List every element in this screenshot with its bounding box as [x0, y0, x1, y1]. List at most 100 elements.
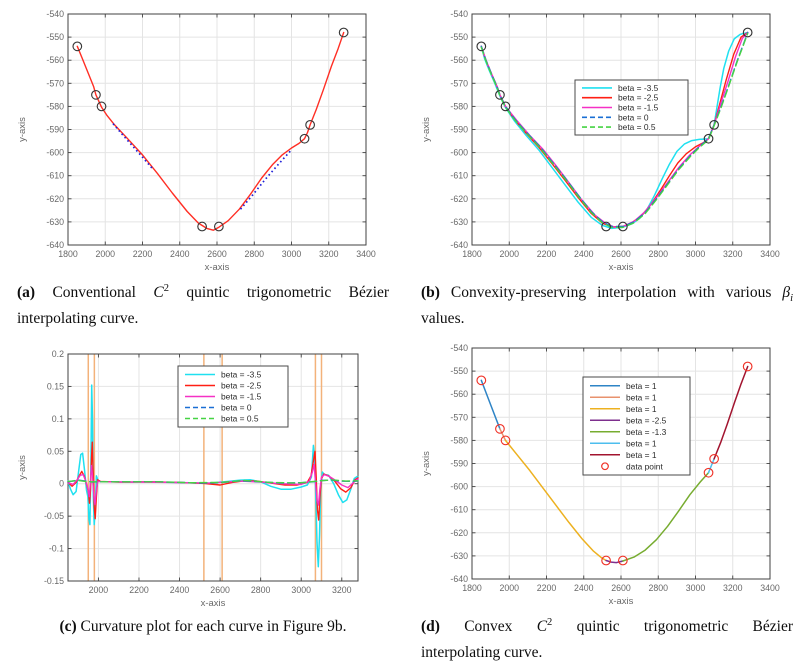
chart-text: -640	[46, 240, 64, 250]
chart-text: 2800	[244, 249, 264, 259]
chart-text: 3200	[723, 249, 743, 259]
axes-box	[67, 13, 367, 246]
chart-text: 3400	[356, 249, 376, 259]
chart-text: -590	[450, 125, 468, 135]
y-axis-label: y-axis	[17, 455, 28, 480]
chart-text: -630	[46, 217, 64, 227]
chart-text: -610	[450, 171, 468, 181]
chart-text: data point	[626, 461, 663, 471]
chart-text: 3000	[686, 249, 706, 259]
y-axis-label: y-axis	[421, 451, 432, 476]
gridlines	[67, 13, 367, 246]
tick-labels: 2000 2200 2400 2600 2800 3000 3200 -0.15 -0.1 -0.…	[44, 349, 352, 595]
caption-line: interpolating curve.	[421, 644, 543, 661]
chart-text: -560	[450, 389, 468, 399]
chart-text: 2400	[170, 585, 190, 595]
series-beta-0p5	[480, 32, 749, 229]
chart-text: beta = 1	[626, 450, 657, 460]
chart-text: -630	[450, 551, 468, 561]
x-axis-label: x-axis	[205, 262, 230, 273]
chart-text: 3200	[723, 583, 743, 593]
chart-text: beta = 0	[221, 403, 252, 413]
chart-text: beta = -2.5	[618, 93, 659, 103]
series-segment-1-beta-1	[480, 379, 501, 430]
chart-text: 2200	[133, 249, 153, 259]
chart-d-convex-curve: 1800 2000 2200 2400 2600 2800 3000 3200 3400 -640…	[421, 343, 780, 607]
chart-text: -600	[450, 482, 468, 492]
chart-text: -620	[450, 194, 468, 204]
chart-text: 3200	[319, 249, 339, 259]
chart-text: beta = -1.3	[626, 427, 667, 437]
data-point-markers	[476, 27, 753, 232]
chart-text: beta = 0.5	[618, 122, 656, 132]
chart-text: -570	[450, 78, 468, 88]
chart-text: y-axis	[421, 451, 432, 476]
chart-b-convexity-preserving: 1800 2000 2200 2400 2600 2800 3000 3200 3400 -640…	[421, 9, 780, 273]
chart-text: beta = 1	[626, 438, 657, 448]
chart-text: -620	[46, 194, 64, 204]
tick-labels: 1800 2000 2200 2400 2600 2800 3000 3200 3400 -640…	[450, 9, 779, 259]
axes-box	[471, 347, 771, 580]
tick-labels: 1800 2000 2200 2400 2600 2800 3000 3200 3400 -640…	[450, 343, 779, 593]
x-axis-label: x-axis	[609, 262, 634, 273]
chart-text: 0.15	[47, 381, 64, 391]
chart-text: beta = -3.5	[221, 370, 262, 380]
chart-text: -600	[46, 148, 64, 158]
series-segment-7-beta-1	[713, 365, 749, 460]
chart-text: 2200	[537, 583, 557, 593]
chart-text: beta = 0	[618, 112, 649, 122]
caption-line: (b) Convexity-preserving interpolation w…	[421, 284, 794, 305]
series-reference-dotted-left	[112, 123, 153, 169]
chart-a-conventional-curve: 1800 2000 2200 2400 2600 2800 3000 3200 3400 -640…	[17, 9, 376, 273]
chart-text: 2200	[537, 249, 557, 259]
chart-text: -640	[450, 574, 468, 584]
caption-line: (d) Convex C2 quintic trigonometric Bézi…	[421, 616, 793, 635]
caption-b: (b) Convexity-preserving interpolation w…	[404, 279, 808, 332]
chart-text: beta = -2.5	[221, 381, 262, 391]
caption-line: interpolating curve.	[17, 310, 139, 327]
chart-text: 2600	[611, 249, 631, 259]
series-segment-6-beta-1	[707, 458, 715, 474]
chart-text: 1800	[462, 249, 482, 259]
series-trig-bezier-curve	[76, 31, 345, 231]
y-axis-label: y-axis	[421, 117, 432, 142]
chart-text: beta = 1	[626, 392, 657, 402]
chart-text: -0.1	[49, 544, 64, 554]
chart-text: -580	[450, 435, 468, 445]
chart-text: -580	[46, 101, 64, 111]
chart-text: 2800	[648, 583, 668, 593]
chart-text: 2000	[89, 585, 109, 595]
chart-text: -590	[46, 125, 64, 135]
chart-text: 2800	[251, 585, 271, 595]
chart-text: -610	[450, 505, 468, 515]
chart-text: y-axis	[421, 117, 432, 142]
tick-labels: 1800 2000 2200 2400 2600 2800 3000 3200 3400 -640…	[46, 9, 375, 259]
caption-line: (a) Conventional C2 quintic trigonometri…	[17, 282, 390, 301]
chart-text: -550	[450, 366, 468, 376]
chart-text: 3400	[760, 249, 780, 259]
panel-d: 1800 2000 2200 2400 2600 2800 3000 3200 3400 -640…	[404, 334, 808, 668]
panel-c: 2000 2200 2400 2600 2800 3000 3200 -0.15 -0.1 -0.…	[0, 334, 404, 668]
chart-text: -580	[450, 101, 468, 111]
chart-text: x-axis	[205, 262, 230, 273]
caption-a: (a) Conventional C2 quintic trigonometri…	[0, 279, 404, 332]
chart-text: beta = 1	[626, 404, 657, 414]
caption-line: values.	[421, 310, 465, 327]
series-segment-3-beta-1	[504, 439, 607, 562]
caption-line: (c) Curvature plot for each curve in Fig…	[59, 618, 347, 635]
chart-text: -540	[46, 9, 64, 19]
chart-text: 3000	[291, 585, 311, 595]
chart-text: 2400	[170, 249, 190, 259]
chart-text: 2000	[499, 583, 519, 593]
chart-text: beta = 0.5	[221, 414, 259, 424]
chart-text: beta = -1.5	[221, 392, 262, 402]
chart-text: -600	[450, 148, 468, 158]
chart-text: x-axis	[609, 262, 634, 273]
chart-text: 0.1	[52, 414, 64, 424]
x-axis-label: x-axis	[609, 596, 634, 607]
chart-text: 2600	[611, 583, 631, 593]
chart-text: -590	[450, 459, 468, 469]
chart-text: y-axis	[17, 117, 28, 142]
chart-text: y-axis	[17, 455, 28, 480]
